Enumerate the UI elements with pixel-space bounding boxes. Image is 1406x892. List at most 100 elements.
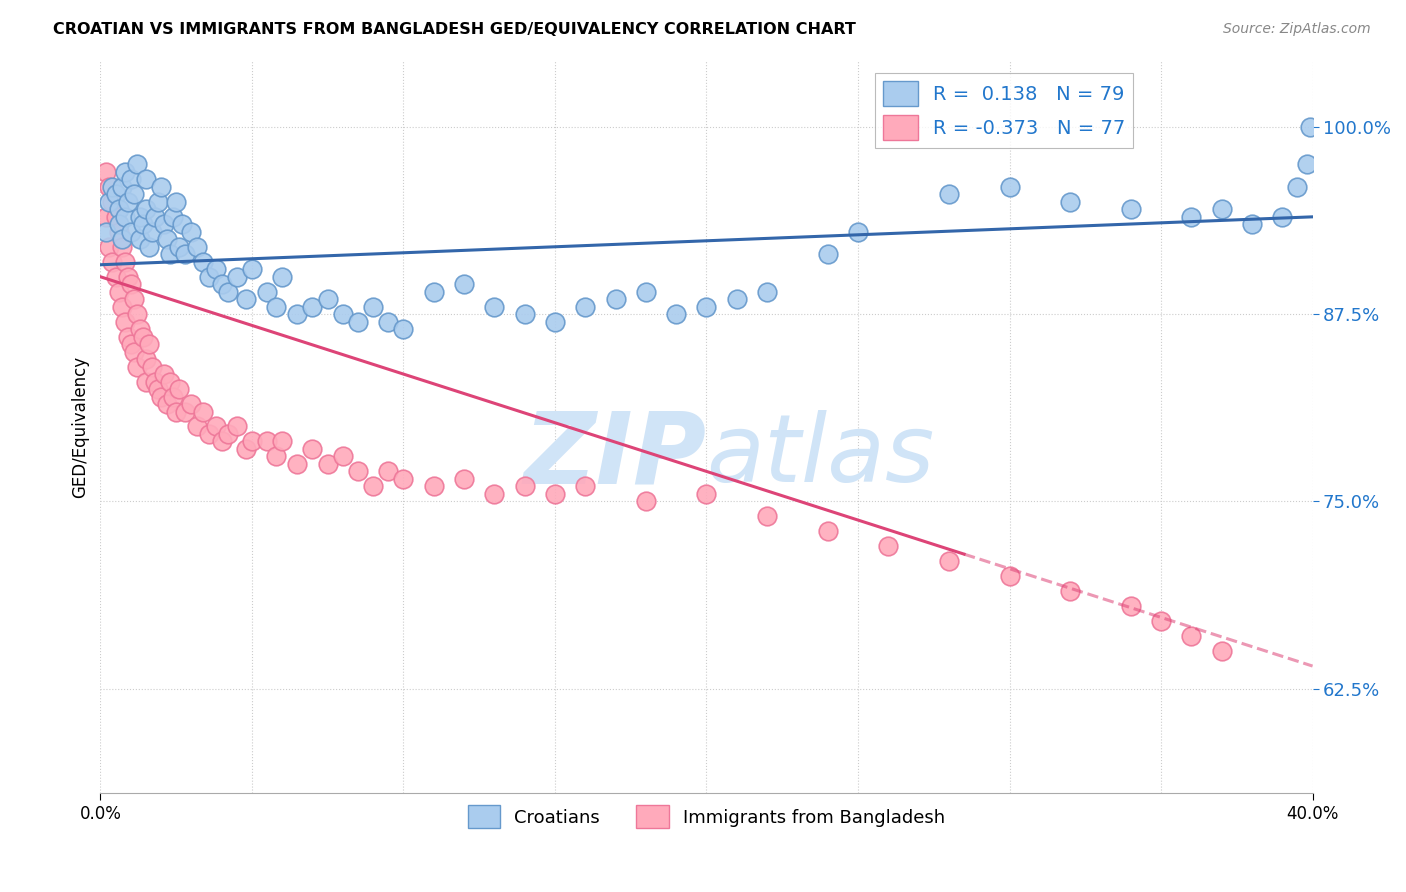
Point [938,554,960,568]
Point [110,180,132,194]
Point [143,375,166,389]
Point [114,254,136,268]
Point [96,165,118,179]
Point [453,472,475,486]
Point [138,337,160,351]
Point [135,352,157,367]
Point [146,194,169,209]
Point [264,300,287,314]
Point [117,269,139,284]
Point [101,180,124,194]
Point [285,307,308,321]
Point [377,464,399,478]
Point [1059,584,1081,599]
Point [120,277,142,292]
Point [756,285,779,299]
Point [153,217,176,231]
Point [484,487,506,501]
Point [165,404,187,418]
Point [513,307,536,321]
Point [846,225,869,239]
Point [141,225,163,239]
Point [347,315,370,329]
Point [165,194,187,209]
Point [1059,194,1081,209]
Point [301,442,323,456]
Point [392,322,415,336]
Point [240,434,263,449]
Point [117,329,139,343]
Point [256,434,278,449]
Legend: Croatians, Immigrants from Bangladesh: Croatians, Immigrants from Bangladesh [460,798,953,836]
Point [101,194,124,209]
Point [264,450,287,464]
Point [104,210,127,224]
Point [1271,210,1294,224]
Point [117,194,139,209]
Point [128,210,150,224]
Point [138,240,160,254]
Point [198,269,221,284]
Text: ZIP: ZIP [523,408,706,504]
Point [204,419,226,434]
Point [104,269,127,284]
Point [96,225,118,239]
Point [114,315,136,329]
Point [1240,217,1263,231]
Point [271,434,294,449]
Point [162,210,184,224]
Point [332,307,354,321]
Point [107,217,129,231]
Point [217,427,239,442]
Point [513,479,536,493]
Point [159,375,181,389]
Point [135,375,157,389]
Point [211,434,233,449]
Point [167,382,190,396]
Point [544,315,567,329]
Point [104,187,127,202]
Point [128,232,150,246]
Point [392,472,415,486]
Point [167,240,190,254]
Point [153,367,176,381]
Point [484,300,506,314]
Point [107,202,129,217]
Point [193,404,215,418]
Point [120,225,142,239]
Point [695,300,717,314]
Point [544,487,567,501]
Point [235,442,257,456]
Point [634,494,657,508]
Point [98,240,121,254]
Point [574,479,596,493]
Point [122,292,145,306]
Point [193,254,215,268]
Point [198,427,221,442]
Point [1295,157,1317,171]
Point [285,457,308,471]
Text: Source: ZipAtlas.com: Source: ZipAtlas.com [1223,22,1371,37]
Point [186,419,208,434]
Point [634,285,657,299]
Point [132,329,155,343]
Y-axis label: GED/Equivalency: GED/Equivalency [72,355,89,498]
Point [149,180,172,194]
Point [149,390,172,404]
Point [332,450,354,464]
Point [1211,202,1233,217]
Point [235,292,257,306]
Point [122,187,145,202]
Point [605,292,627,306]
Point [172,217,194,231]
Point [125,157,148,171]
Point [1119,202,1142,217]
Point [101,254,124,268]
Point [114,165,136,179]
Point [146,382,169,396]
Point [1286,180,1309,194]
Point [316,292,339,306]
Point [1119,599,1142,614]
Point [453,277,475,292]
Point [114,210,136,224]
